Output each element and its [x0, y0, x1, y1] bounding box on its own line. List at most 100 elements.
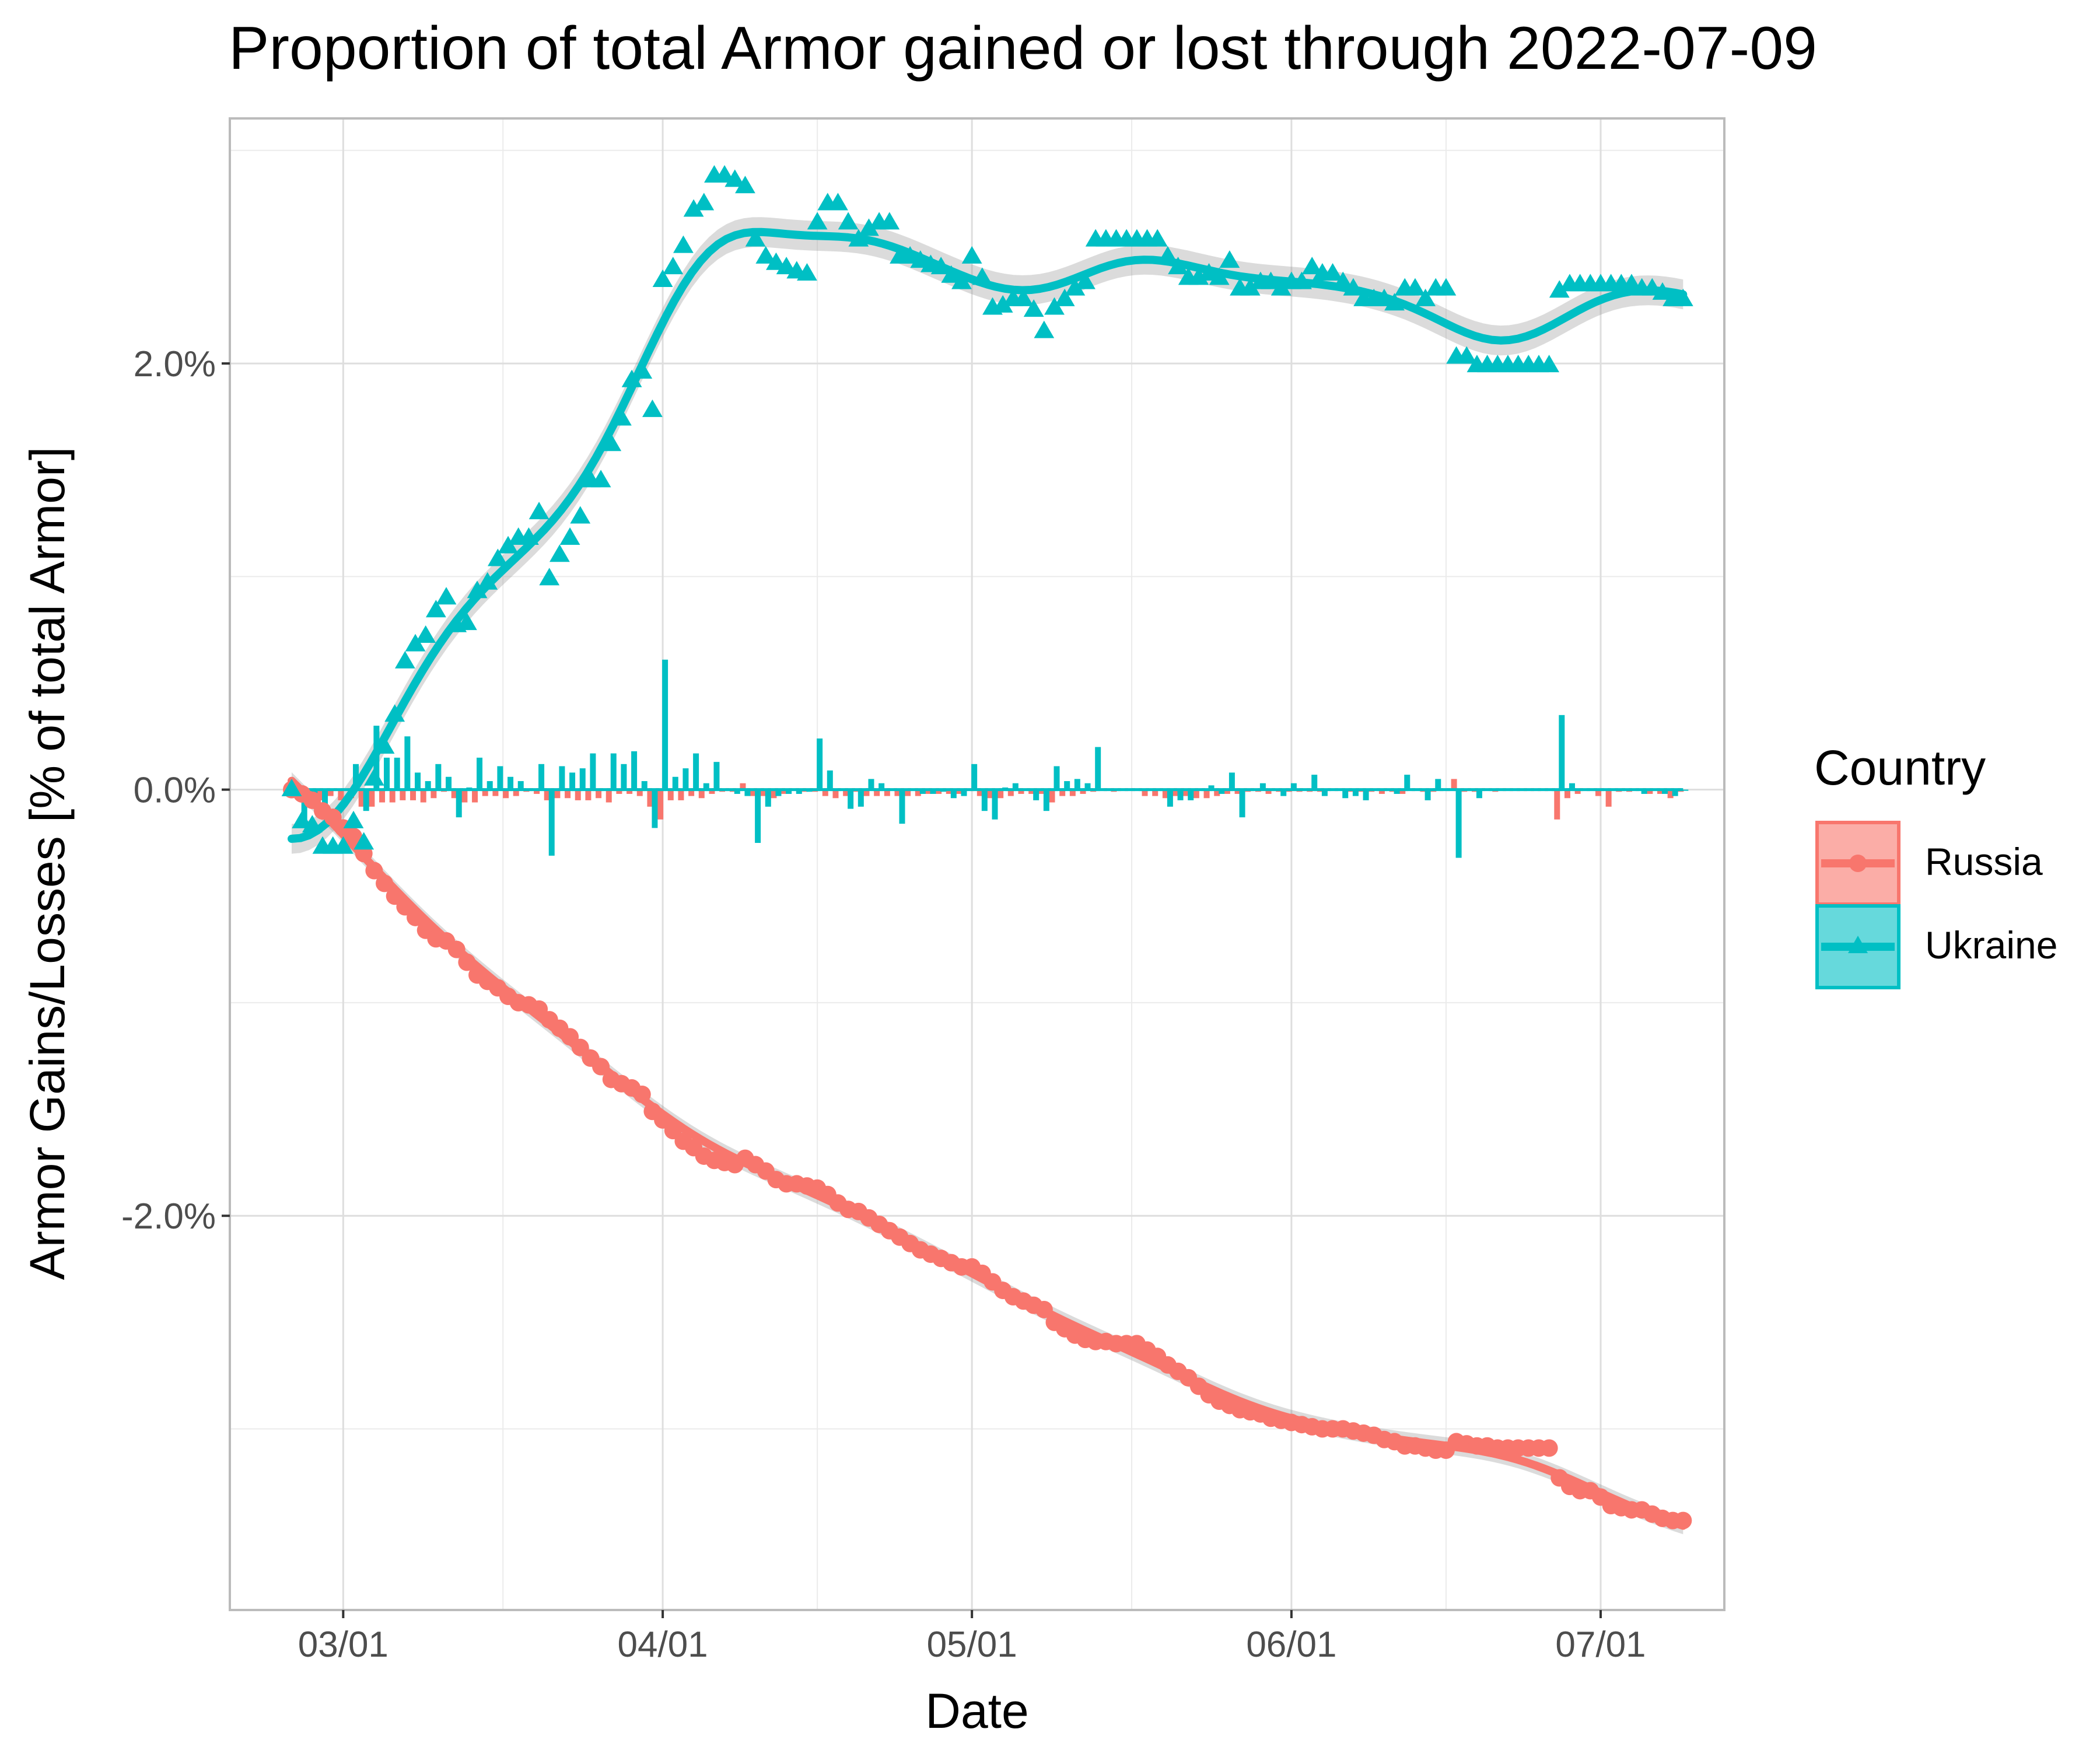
point-ukraine: [363, 768, 384, 786]
daily-bar-russia: [709, 789, 715, 794]
daily-bar-russia: [760, 789, 766, 796]
daily-bar-ukraine: [744, 789, 751, 796]
legend-title: Country: [1814, 740, 1986, 795]
daily-bar-ukraine: [1363, 789, 1369, 800]
daily-bar-russia: [843, 789, 849, 796]
daily-bar-russia: [925, 789, 932, 794]
point-ukraine: [1322, 263, 1343, 281]
daily-bar-russia: [1399, 789, 1406, 794]
x-tick-label: 04/01: [618, 1625, 708, 1665]
daily-bar-russia: [534, 789, 540, 794]
daily-bar-ukraine: [1064, 781, 1070, 790]
point-ukraine: [1054, 288, 1075, 306]
daily-bar-ukraine: [569, 772, 576, 790]
point-ukraine: [302, 815, 323, 833]
daily-bar-russia: [1172, 789, 1179, 796]
point-ukraine: [838, 212, 859, 230]
daily-bar-ukraine: [858, 789, 864, 807]
point-ukraine: [1044, 297, 1065, 315]
daily-bar-ukraine: [353, 764, 359, 790]
point-ukraine: [951, 271, 972, 289]
y-tick-label: -2.0%: [121, 1196, 216, 1237]
daily-bar-russia: [781, 789, 788, 794]
daily-bar-ukraine: [868, 779, 874, 790]
daily-bar-russia: [317, 789, 324, 800]
legend-key-ukraine: [1815, 904, 1901, 989]
point-ukraine: [415, 625, 436, 643]
daily-bar-russia: [863, 789, 870, 796]
daily-bar-russia: [740, 783, 746, 790]
point-russia: [447, 940, 466, 958]
daily-bar-russia: [832, 789, 839, 799]
daily-bar-ukraine: [435, 764, 442, 790]
daily-bar-russia: [822, 789, 828, 796]
legend-key-marker-ukraine: [1848, 936, 1868, 953]
daily-bar-russia: [544, 789, 550, 800]
point-ukraine: [467, 580, 488, 598]
daily-bar-russia: [379, 789, 386, 803]
daily-bar-ukraine: [817, 738, 823, 790]
daily-bar-russia: [1028, 789, 1035, 794]
x-tick-label: 07/01: [1555, 1625, 1646, 1665]
daily-bar-ukraine: [950, 789, 957, 799]
point-ukraine: [1301, 257, 1322, 275]
point-russia: [345, 828, 363, 846]
point-ukraine: [1209, 267, 1230, 285]
x-tick-label: 06/01: [1246, 1625, 1336, 1665]
point-ukraine: [776, 257, 797, 275]
point-ukraine: [528, 502, 550, 520]
daily-bar-russia: [1183, 789, 1189, 796]
legend-label-ukraine: Ukraine: [1925, 923, 2057, 967]
daily-bar-russia: [1378, 789, 1385, 794]
daily-bar-ukraine: [1569, 783, 1575, 790]
point-ukraine: [828, 192, 848, 211]
daily-bar-ukraine: [322, 789, 328, 811]
point-ukraine: [642, 399, 663, 417]
point-ukraine: [807, 212, 828, 230]
point-ukraine: [1168, 257, 1188, 275]
daily-bar-russia: [1142, 789, 1148, 796]
daily-bar-ukraine: [1012, 783, 1019, 790]
point-ukraine: [1456, 346, 1477, 364]
point-ukraine: [477, 572, 498, 590]
point-ukraine: [1013, 288, 1034, 306]
daily-bar-ukraine: [796, 789, 802, 794]
point-ukraine: [1270, 278, 1292, 296]
point-ukraine: [1539, 355, 1560, 373]
daily-bar-ukraine: [1188, 789, 1194, 800]
daily-bar-ukraine: [848, 789, 854, 809]
point-ukraine: [745, 229, 766, 247]
daily-bar-ukraine: [415, 772, 421, 790]
daily-bar-ukraine: [1404, 775, 1410, 790]
plot-panel-border: [229, 117, 1726, 1611]
point-ukraine: [374, 736, 395, 754]
daily-bar-russia: [606, 789, 612, 803]
daily-bar-russia: [461, 789, 468, 803]
point-ukraine: [1374, 288, 1395, 306]
daily-bar-russia: [596, 789, 602, 799]
daily-bar-ukraine: [971, 764, 978, 790]
daily-bar-ukraine: [1342, 789, 1349, 799]
point-ukraine: [879, 212, 900, 230]
daily-bar-russia: [554, 789, 561, 799]
daily-bar-russia: [1234, 789, 1241, 794]
daily-bar-ukraine: [477, 757, 483, 790]
daily-bar-russia: [492, 789, 499, 796]
point-ukraine: [354, 832, 374, 850]
point-ukraine: [539, 568, 560, 586]
daily-bar-ukraine: [682, 768, 689, 790]
daily-bar-ukraine: [1559, 715, 1565, 790]
daily-bar-ukraine: [672, 776, 678, 790]
x-tick-label: 03/01: [298, 1625, 388, 1665]
point-ukraine: [910, 250, 931, 268]
daily-bar-ukraine: [1424, 789, 1431, 800]
y-tick-label: 2.0%: [134, 344, 216, 384]
daily-bar-ukraine: [1095, 747, 1101, 790]
point-ukraine: [590, 470, 611, 488]
daily-bar-russia: [750, 789, 757, 796]
point-ukraine: [1075, 271, 1096, 289]
legend-key-russia: [1815, 821, 1901, 906]
point-ukraine: [519, 527, 539, 545]
y-axis-title: Armor Gains/Losses [% of total Armor]: [20, 447, 75, 1280]
